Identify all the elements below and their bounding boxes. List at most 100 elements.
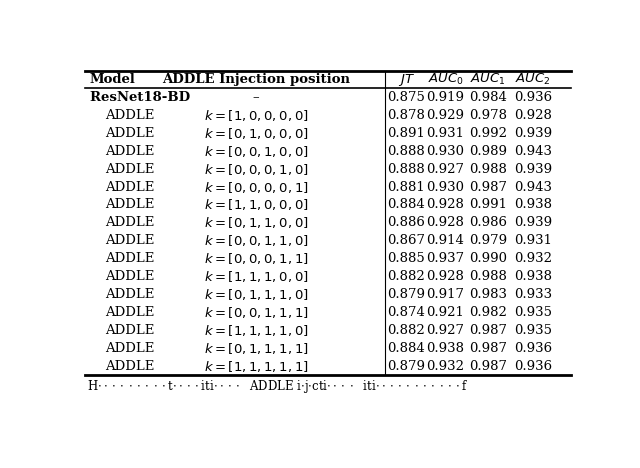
Text: 0.878: 0.878: [387, 109, 426, 122]
Text: ADDLE: ADDLE: [105, 162, 154, 176]
Text: 0.939: 0.939: [514, 127, 552, 140]
Text: 0.990: 0.990: [469, 252, 508, 265]
Text: 0.988: 0.988: [469, 270, 507, 283]
Text: H$\cdot\cdot\cdot\cdot\cdot\cdot\cdot\cdot\cdot$t$\cdot\cdot\cdot\cdot$iti$\cdot: H$\cdot\cdot\cdot\cdot\cdot\cdot\cdot\cd…: [88, 378, 469, 395]
Text: 0.938: 0.938: [514, 270, 552, 283]
Text: ADDLE: ADDLE: [105, 198, 154, 212]
Text: $JT$: $JT$: [398, 72, 415, 88]
Text: 0.928: 0.928: [427, 270, 465, 283]
Text: ADDLE Injection position: ADDLE Injection position: [162, 73, 350, 86]
Text: $k = [0,1,1,1,0]$: $k = [0,1,1,1,0]$: [204, 287, 308, 302]
Text: 0.921: 0.921: [427, 306, 465, 319]
Text: ADDLE: ADDLE: [105, 270, 154, 283]
Text: ADDLE: ADDLE: [105, 181, 154, 193]
Text: $k = [1,1,1,1,0]$: $k = [1,1,1,1,0]$: [204, 323, 308, 338]
Text: –: –: [253, 91, 259, 104]
Text: 0.943: 0.943: [514, 181, 552, 193]
Text: 0.928: 0.928: [427, 198, 465, 212]
Text: 0.989: 0.989: [469, 145, 508, 158]
Text: 0.936: 0.936: [514, 91, 552, 104]
Text: 0.991: 0.991: [469, 198, 508, 212]
Text: Model: Model: [90, 73, 136, 86]
Text: 0.875: 0.875: [387, 91, 426, 104]
Text: 0.987: 0.987: [469, 181, 508, 193]
Text: 0.935: 0.935: [514, 306, 552, 319]
Text: $k = [0,0,0,1,0]$: $k = [0,0,0,1,0]$: [204, 161, 308, 176]
Text: $k = [0,1,1,0,0]$: $k = [0,1,1,0,0]$: [204, 215, 308, 230]
Text: $k = [1,1,1,0,0]$: $k = [1,1,1,0,0]$: [204, 269, 308, 284]
Text: 0.888: 0.888: [387, 145, 425, 158]
Text: 0.938: 0.938: [514, 198, 552, 212]
Text: ResNet18-​BD: ResNet18-​BD: [90, 91, 190, 104]
Text: 0.987: 0.987: [469, 359, 508, 373]
Text: 0.992: 0.992: [469, 127, 508, 140]
Text: $k = [0,0,1,1,0]$: $k = [0,0,1,1,0]$: [204, 233, 308, 248]
Text: $k = [0,0,0,0,1]$: $k = [0,0,0,0,1]$: [204, 180, 308, 195]
Text: 0.882: 0.882: [387, 270, 425, 283]
Text: 0.927: 0.927: [426, 324, 465, 337]
Text: ADDLE: ADDLE: [105, 324, 154, 337]
Text: 0.917: 0.917: [426, 288, 465, 301]
Text: 0.933: 0.933: [514, 288, 552, 301]
Text: ADDLE: ADDLE: [105, 145, 154, 158]
Text: 0.891: 0.891: [387, 127, 426, 140]
Text: 0.935: 0.935: [514, 324, 552, 337]
Text: ADDLE: ADDLE: [105, 252, 154, 265]
Text: 0.914: 0.914: [427, 234, 465, 247]
Text: 0.928: 0.928: [427, 216, 465, 229]
Text: 0.983: 0.983: [469, 288, 508, 301]
Text: 0.939: 0.939: [514, 216, 552, 229]
Text: 0.984: 0.984: [469, 91, 507, 104]
Text: ADDLE: ADDLE: [105, 359, 154, 373]
Text: $k = [0,0,1,1,1]$: $k = [0,0,1,1,1]$: [204, 305, 308, 320]
Text: 0.879: 0.879: [387, 359, 426, 373]
Text: 0.931: 0.931: [426, 127, 465, 140]
Text: $k = [0,1,0,0,0]$: $k = [0,1,0,0,0]$: [204, 126, 308, 141]
Text: 0.987: 0.987: [469, 342, 508, 355]
Text: $k = [0,0,1,0,0]$: $k = [0,0,1,0,0]$: [204, 144, 308, 159]
Text: $AUC_0$: $AUC_0$: [428, 72, 463, 87]
Text: 0.978: 0.978: [469, 109, 508, 122]
Text: 0.885: 0.885: [387, 252, 425, 265]
Text: 0.927: 0.927: [426, 162, 465, 176]
Text: 0.986: 0.986: [469, 216, 508, 229]
Text: ADDLE: ADDLE: [105, 342, 154, 355]
Text: 0.919: 0.919: [426, 91, 465, 104]
Text: $k = [1,1,0,0,0]$: $k = [1,1,0,0,0]$: [204, 197, 308, 212]
Text: $k = [0,0,0,1,1]$: $k = [0,0,0,1,1]$: [204, 251, 308, 266]
Text: 0.930: 0.930: [426, 181, 465, 193]
Text: 0.881: 0.881: [387, 181, 425, 193]
Text: 0.884: 0.884: [387, 198, 425, 212]
Text: 0.884: 0.884: [387, 342, 425, 355]
Text: 0.930: 0.930: [426, 145, 465, 158]
Text: $k = [0,1,1,1,1]$: $k = [0,1,1,1,1]$: [204, 341, 308, 356]
Text: ADDLE: ADDLE: [105, 216, 154, 229]
Text: 0.936: 0.936: [514, 342, 552, 355]
Text: 0.879: 0.879: [387, 288, 426, 301]
Text: 0.938: 0.938: [426, 342, 465, 355]
Text: 0.931: 0.931: [514, 234, 552, 247]
Text: 0.943: 0.943: [514, 145, 552, 158]
Text: ADDLE: ADDLE: [105, 234, 154, 247]
Text: 0.888: 0.888: [387, 162, 425, 176]
Text: 0.882: 0.882: [387, 324, 425, 337]
Text: 0.886: 0.886: [387, 216, 426, 229]
Text: $AUC_1$: $AUC_1$: [470, 72, 506, 87]
Text: 0.982: 0.982: [469, 306, 507, 319]
Text: 0.937: 0.937: [426, 252, 465, 265]
Text: $k = [1,1,1,1,1]$: $k = [1,1,1,1,1]$: [204, 358, 308, 373]
Text: ADDLE: ADDLE: [105, 288, 154, 301]
Text: 0.874: 0.874: [387, 306, 426, 319]
Text: 0.939: 0.939: [514, 162, 552, 176]
Text: 0.987: 0.987: [469, 324, 508, 337]
Text: ADDLE: ADDLE: [105, 109, 154, 122]
Text: ADDLE: ADDLE: [105, 306, 154, 319]
Text: 0.929: 0.929: [426, 109, 465, 122]
Text: $k = [1,0,0,0,0]$: $k = [1,0,0,0,0]$: [204, 108, 308, 123]
Text: 0.932: 0.932: [426, 359, 465, 373]
Text: 0.979: 0.979: [469, 234, 508, 247]
Text: 0.928: 0.928: [514, 109, 552, 122]
Text: 0.867: 0.867: [387, 234, 426, 247]
Text: 0.936: 0.936: [514, 359, 552, 373]
Text: ADDLE: ADDLE: [105, 127, 154, 140]
